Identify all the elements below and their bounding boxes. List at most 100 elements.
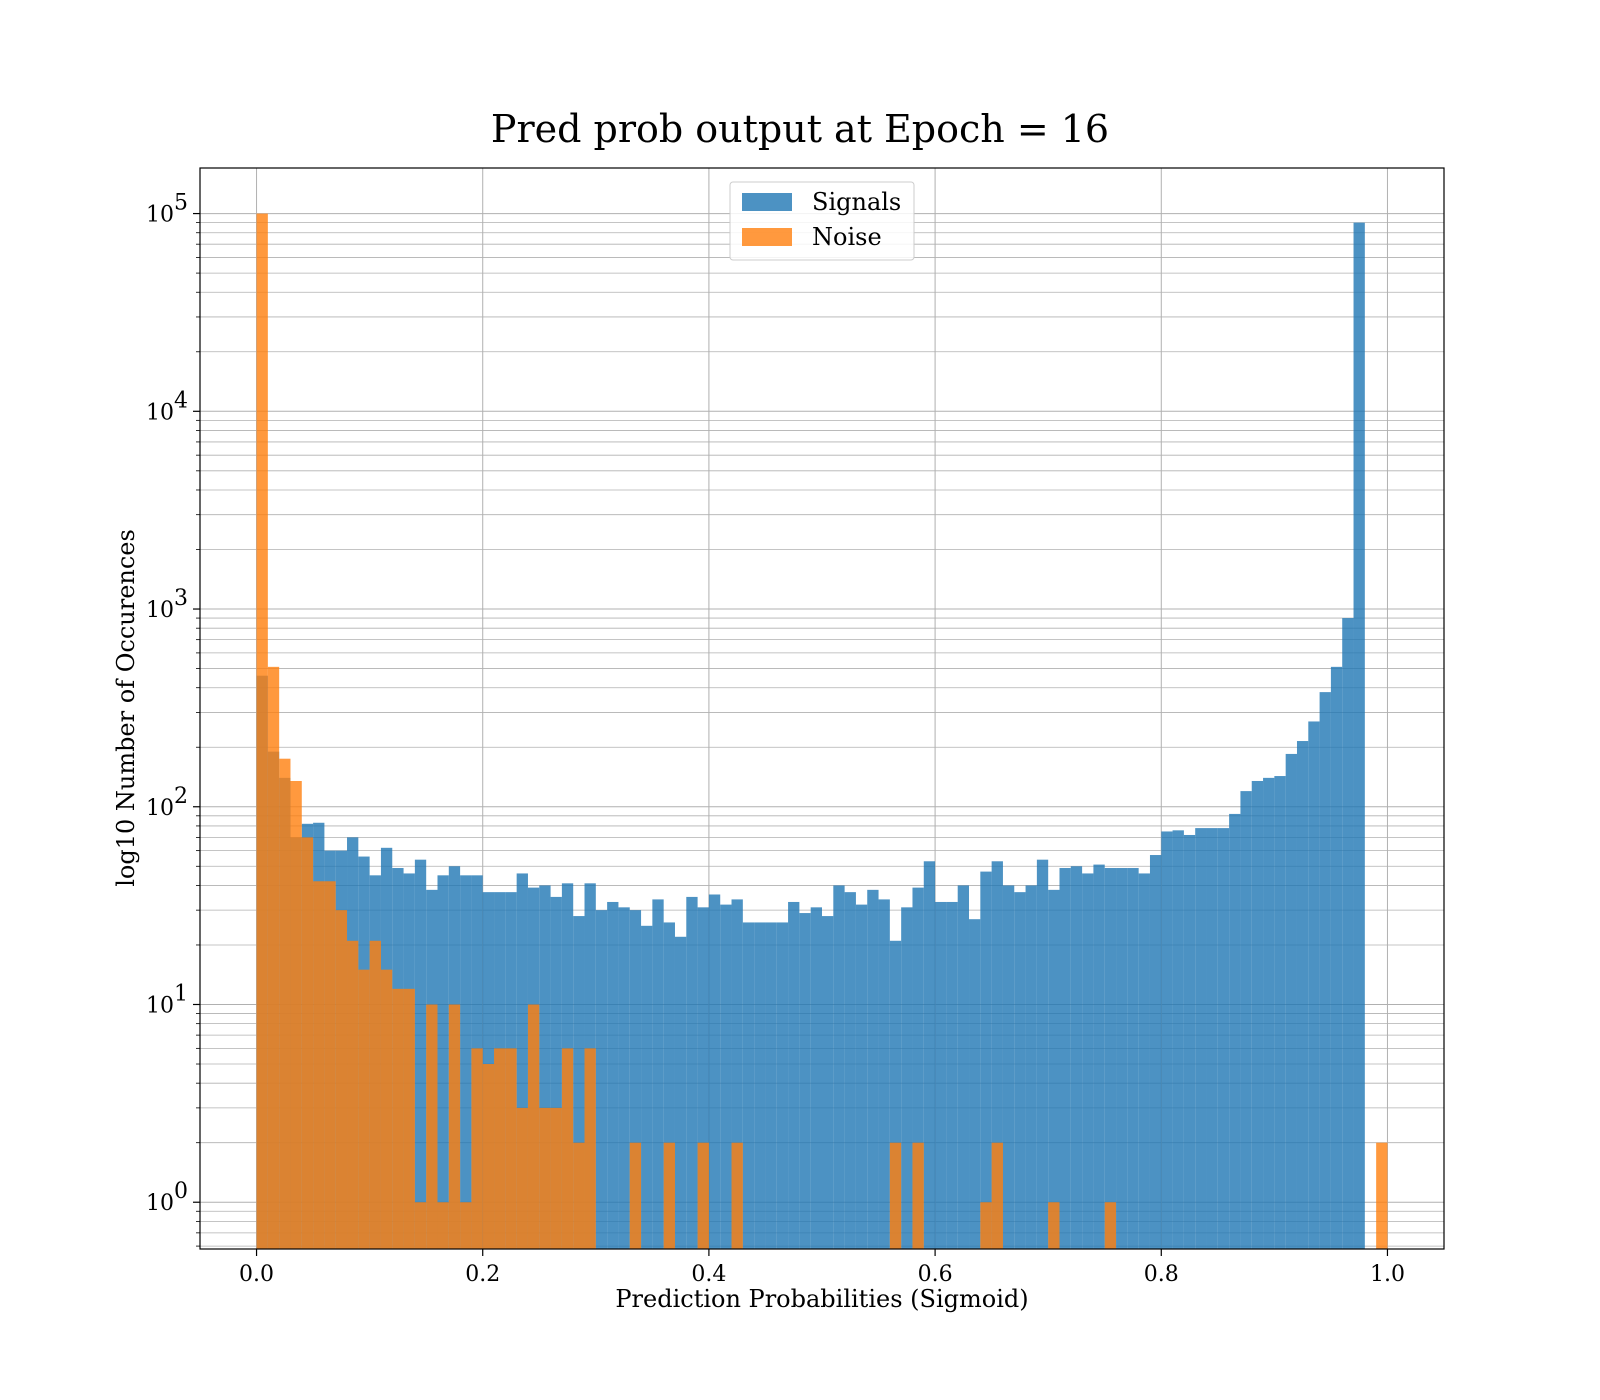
bar-signals — [1353, 222, 1365, 1249]
bar-noise — [290, 780, 302, 1249]
bar-signals — [1172, 830, 1184, 1249]
bar-signals — [901, 907, 913, 1249]
bar-signals — [878, 899, 890, 1249]
bar-signals — [1195, 828, 1207, 1249]
bar-noise — [912, 1142, 924, 1249]
y-axis-label: log10 Number of Occurences — [112, 529, 140, 887]
bar-signals — [573, 916, 585, 1249]
y-tick-exponent: 2 — [174, 784, 188, 809]
bar-signals — [1319, 692, 1331, 1249]
bar-signals — [1240, 791, 1252, 1249]
bar-noise — [380, 969, 393, 1249]
bar-signals — [1251, 780, 1264, 1249]
bar-signals — [1036, 859, 1049, 1249]
bar-signals — [991, 861, 1003, 1249]
legend: Signals Noise — [729, 181, 915, 261]
bar-signals — [867, 889, 879, 1249]
bar-noise — [482, 1064, 495, 1249]
y-tick-exponent: 3 — [174, 586, 188, 611]
bar-signals — [1206, 828, 1218, 1249]
y-tick-exponent: 0 — [174, 1179, 188, 1204]
bar-noise — [505, 1048, 517, 1249]
x-tick-label: 0.2 — [465, 1262, 500, 1287]
bar-noise — [369, 940, 381, 1249]
bar-noise — [471, 1048, 483, 1249]
bar-signals — [460, 875, 472, 1249]
x-tick-label: 0.6 — [918, 1262, 953, 1287]
bar-signals — [855, 904, 868, 1249]
series-noise — [256, 213, 1388, 1250]
bar-signals — [1330, 666, 1343, 1249]
bar-signals — [652, 899, 664, 1249]
bar-noise — [697, 1142, 709, 1249]
bar-signals — [980, 871, 992, 1249]
bar-signals — [1104, 868, 1117, 1249]
bar-signals — [708, 894, 721, 1249]
bar-noise — [629, 1142, 642, 1249]
bar-signals — [923, 861, 936, 1249]
bar-signals — [720, 904, 732, 1249]
bar-noise — [991, 1142, 1003, 1249]
y-tick-label: 10 — [146, 400, 174, 425]
bar-noise — [494, 1048, 506, 1249]
bar-noise — [1104, 1202, 1117, 1249]
bar-noise — [437, 1202, 449, 1249]
bar-noise — [1376, 1142, 1388, 1249]
legend-label-noise: Noise — [812, 223, 882, 251]
bar-signals — [1263, 777, 1275, 1249]
bar-noise — [426, 1004, 438, 1249]
bar-signals — [539, 885, 551, 1249]
chart-title: Pred prob output at Epoch = 16 — [491, 107, 1109, 151]
bar-noise — [347, 940, 359, 1249]
bar-signals — [1217, 828, 1230, 1249]
y-tick-exponent: 1 — [174, 981, 188, 1006]
x-tick-label: 0.8 — [1144, 1262, 1179, 1287]
y-tick-exponent: 5 — [174, 191, 188, 216]
y-tick-label: 10 — [146, 1191, 174, 1216]
bar-noise — [313, 881, 325, 1249]
bar-signals — [969, 919, 981, 1249]
bar-noise — [279, 758, 291, 1249]
bar-signals — [912, 887, 924, 1249]
bar-signals — [595, 910, 608, 1249]
legend-label-signals: Signals — [812, 188, 901, 216]
y-tick-label: 10 — [146, 598, 174, 623]
bar-signals — [1070, 866, 1083, 1249]
bar-signals — [844, 892, 856, 1249]
bar-signals — [1229, 813, 1241, 1249]
bar-noise — [1048, 1202, 1060, 1249]
x-tick-label: 0.4 — [691, 1262, 726, 1287]
bar-signals — [765, 922, 777, 1249]
bar-noise — [731, 1142, 743, 1249]
bar-signals — [1082, 873, 1094, 1249]
bar-signals — [550, 896, 562, 1249]
bar-signals — [1138, 873, 1150, 1249]
legend-swatch-signals — [742, 193, 792, 211]
bar-signals — [663, 922, 675, 1249]
bar-signals — [754, 922, 766, 1249]
bar-noise — [539, 1107, 551, 1249]
bar-signals — [641, 925, 653, 1249]
bar-noise — [516, 1107, 528, 1249]
bar-signals — [1127, 868, 1139, 1249]
bar-signals — [1002, 885, 1015, 1249]
y-tick-exponent: 4 — [174, 388, 188, 413]
bar-signals — [833, 885, 845, 1249]
plot-frame — [199, 167, 1445, 1250]
bar-signals — [1296, 741, 1309, 1249]
bar-noise — [335, 910, 348, 1249]
bar-noise — [301, 837, 314, 1249]
bar-signals — [822, 916, 834, 1249]
bar-noise — [889, 1142, 902, 1249]
bar-noise — [527, 1004, 540, 1249]
bar-noise — [324, 881, 336, 1249]
bars — [256, 213, 1388, 1250]
bar-signals — [742, 922, 755, 1249]
y-tick-label: 10 — [146, 993, 174, 1018]
bar-signals — [1308, 721, 1320, 1249]
bar-signals — [1014, 892, 1026, 1249]
bar-signals — [1093, 864, 1105, 1249]
bar-signals — [957, 885, 970, 1249]
